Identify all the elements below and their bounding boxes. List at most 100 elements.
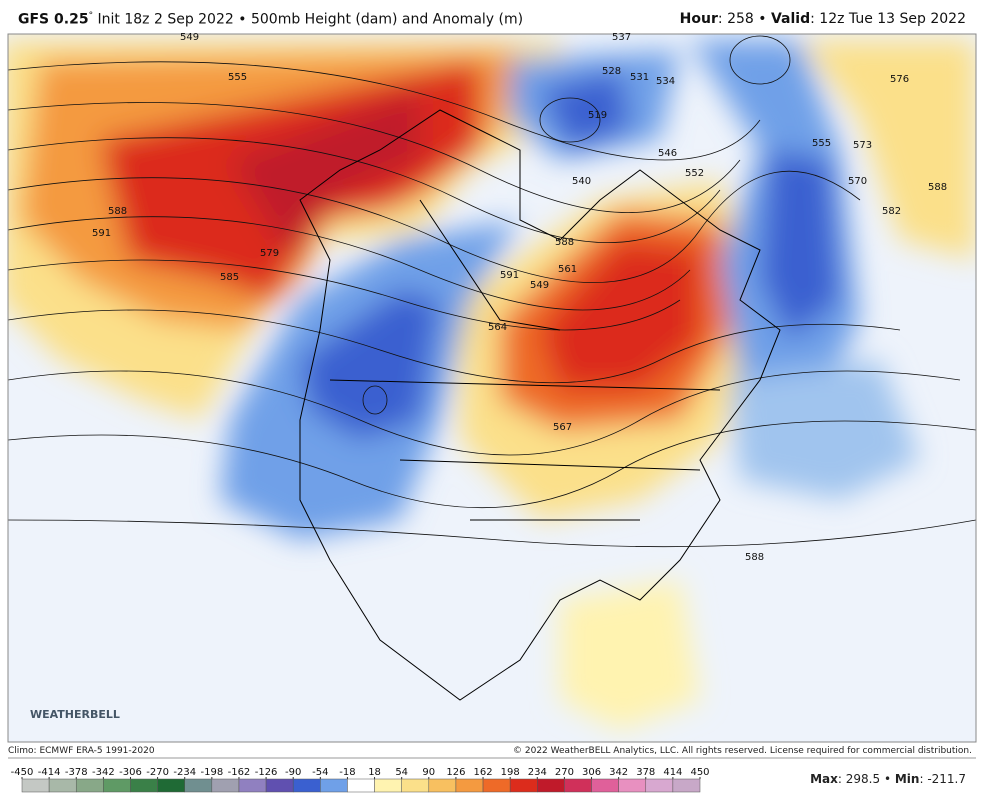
colorbar-bin	[347, 778, 375, 793]
contour-label: 528	[602, 66, 621, 77]
colorbar-tick-label: -90	[285, 767, 301, 778]
degree: °	[88, 11, 94, 21]
colorbar-bin	[401, 778, 430, 793]
colorbar-bin	[75, 778, 104, 793]
colorbar-tick-label: 54	[395, 767, 408, 778]
colorbar-bin	[320, 778, 348, 793]
valid-label: Valid	[770, 11, 811, 27]
colorbar-bin	[455, 778, 484, 793]
colorbar-bin	[672, 778, 701, 793]
contour-label: 579	[260, 248, 279, 259]
colorbar-tick-label: -126	[255, 767, 278, 778]
contour-label: 519	[588, 110, 607, 121]
sep: •	[238, 11, 247, 28]
colorbar-bin	[265, 778, 294, 793]
contour-label: 567	[553, 422, 572, 433]
copyright: © 2022 WeatherBELL Analytics, LLC. All r…	[513, 746, 972, 756]
contour-label: 588	[555, 237, 574, 248]
colorbar-bin	[211, 778, 240, 793]
contour-label: 573	[853, 140, 872, 151]
colorbar-tick-label: -198	[200, 767, 223, 778]
colorbar-tick-label: 162	[473, 767, 492, 778]
contour-label: 549	[180, 32, 199, 43]
colorbar-bin	[645, 778, 674, 793]
colorbar-bin	[374, 778, 402, 793]
colorbar-tick-label: -414	[38, 767, 61, 778]
init: Init 18z 2 Sep 2022	[97, 11, 234, 28]
contour-label: 534	[656, 76, 675, 87]
colorbar-tick-label: 450	[690, 767, 709, 778]
contours	[8, 35, 976, 548]
colorbar-tick-label: -342	[92, 767, 115, 778]
colorbar-tick-label: 234	[528, 767, 547, 778]
contour-label: 588	[745, 552, 764, 563]
hour-label: Hour	[679, 11, 718, 27]
header-left: GFS 0.25° Init 18z 2 Sep 2022 • 500mb He…	[18, 11, 523, 28]
map-frame	[7, 33, 977, 743]
colorbar-tick-label: 198	[501, 767, 520, 778]
colorbar-tick-label: 270	[555, 767, 574, 778]
contour-label: 552	[685, 168, 704, 179]
contour-label: 555	[812, 138, 831, 149]
colorbar-bin	[564, 778, 592, 793]
valid: 12z Tue 13 Sep 2022	[819, 11, 966, 27]
colorbar-tick-label: 306	[582, 767, 601, 778]
sep: •	[883, 772, 892, 786]
min-label: Min	[894, 772, 920, 786]
max: 298.5	[845, 772, 881, 786]
coastlines	[299, 109, 781, 701]
product: 500mb Height (dam) and Anomaly (m)	[250, 11, 524, 28]
colorbar-tick-label: -306	[119, 767, 142, 778]
colorbar-tick-label: -450	[11, 767, 34, 778]
model: GFS 0.25	[18, 11, 89, 28]
contour-label: 564	[488, 322, 507, 333]
header-right: Hour: 258 • Valid: 12z Tue 13 Sep 2022	[679, 11, 966, 27]
contour-label: 588	[108, 206, 127, 217]
contour-label: 570	[848, 176, 867, 187]
colorbar-bin	[537, 778, 565, 793]
colorbar-bin	[21, 778, 50, 793]
colorbar-bin	[428, 778, 457, 793]
maxmin: Max: 298.5 • Min: -211.7	[810, 772, 966, 786]
colorbar-bin	[130, 778, 158, 793]
colorbar-tick-label: -18	[339, 767, 355, 778]
colorbar-tick-label: -270	[146, 767, 169, 778]
colorbar-tick-label: 414	[663, 767, 682, 778]
contour-label: 591	[500, 270, 519, 281]
contour-label: 555	[228, 72, 247, 83]
colorbar-bin	[103, 778, 131, 793]
colorbar-tick-label: 378	[636, 767, 655, 778]
climo: Climo: ECMWF ERA-5 1991-2020	[8, 746, 155, 756]
contour-label: 540	[572, 176, 591, 187]
contour-label: 582	[882, 206, 901, 217]
colorbar-bin	[184, 778, 213, 793]
hour: 258	[727, 11, 754, 27]
colorbar-bin	[509, 778, 538, 793]
colorbar-bin	[48, 778, 77, 793]
contour-label: 531	[630, 72, 649, 83]
contour-label: 561	[558, 264, 577, 275]
colorbar-bin	[618, 778, 647, 793]
contour-label: 591	[92, 228, 111, 239]
sep: •	[758, 11, 767, 27]
colorbar-bin	[157, 778, 185, 793]
min: -211.7	[927, 772, 966, 786]
contour-label: 585	[220, 272, 239, 283]
logo: WEATHERBELL	[30, 708, 120, 721]
colorbar-tick-label: -234	[173, 767, 196, 778]
colorbar-tick-label: 90	[422, 767, 435, 778]
colorbar-bin	[292, 778, 321, 793]
contour-label: 546	[658, 148, 677, 159]
colorbar-bin	[482, 778, 511, 793]
colorbar-tick-label: 342	[609, 767, 628, 778]
colorbar-bin	[238, 778, 267, 793]
contour-label: 588	[928, 182, 947, 193]
colorbar-bin	[591, 778, 619, 793]
colorbar-tick-label: 18	[368, 767, 381, 778]
contour-label: 549	[530, 280, 549, 291]
contour-label: 576	[890, 74, 909, 85]
colorbar-tick-label: 126	[446, 767, 465, 778]
anomaly-field	[8, 34, 976, 742]
